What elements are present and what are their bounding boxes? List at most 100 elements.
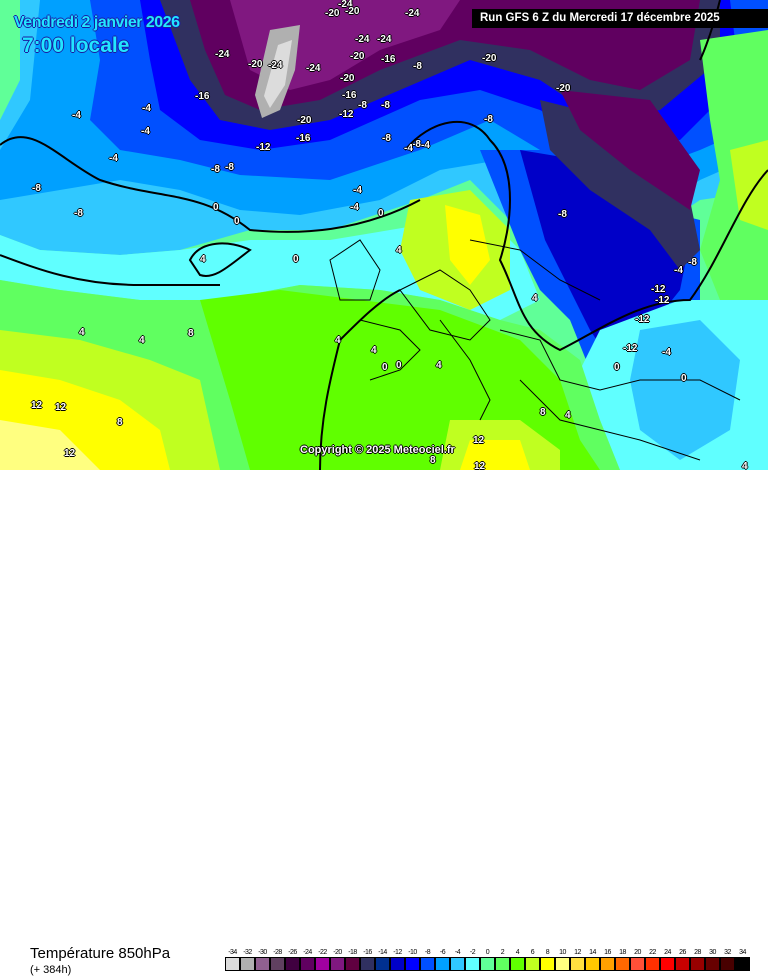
legend-label: -12 [393, 949, 402, 956]
legend-swatch [719, 957, 735, 971]
legend-label: -4 [454, 949, 461, 956]
legend-swatch [254, 957, 270, 971]
copyright-notice: Copyright © 2025 Meteociel.fr [300, 444, 455, 456]
legend-label: -22 [318, 949, 327, 956]
isotherm-label: -8 [358, 100, 367, 111]
legend-entry: 12 [569, 948, 585, 971]
legend-entry: 30 [704, 948, 720, 971]
legend-entry: -22 [314, 948, 330, 971]
isotherm-label: 12 [31, 400, 43, 411]
isotherm-label: 4 [742, 461, 748, 471]
legend-label: 8 [545, 949, 550, 956]
legend-entry: 0 [479, 948, 495, 971]
isotherm-label: -16 [342, 90, 357, 101]
legend-entry: -2 [464, 948, 480, 971]
legend-entry: 20 [629, 948, 645, 971]
legend-swatch [269, 957, 285, 971]
isotherm-label: -20 [297, 115, 312, 126]
legend-swatch [524, 957, 540, 971]
isotherm-label: -8 [688, 257, 697, 268]
legend-entry: 14 [584, 948, 600, 971]
forecast-time: 7:00 locale [22, 34, 130, 57]
isotherm-label: -24 [306, 63, 321, 74]
legend-entry: 26 [674, 948, 690, 971]
legend-label: -8 [424, 949, 431, 956]
legend-swatch [509, 957, 525, 971]
isotherm-label: -8 [413, 61, 422, 72]
isotherm-label: 8 [117, 417, 123, 428]
isotherm-label: -24 [377, 34, 392, 45]
isotherm-label: -24 [355, 34, 370, 45]
isotherm-label: -4 [353, 185, 362, 196]
isotherm-label: -4 [404, 143, 413, 154]
isotherm-label: -8 [412, 139, 421, 150]
legend-entry: -28 [269, 948, 285, 971]
legend-label: 30 [709, 949, 716, 956]
isotherm-label: -4 [350, 202, 359, 213]
legend-entry: -34 [224, 948, 240, 971]
isotherm-label: 4 [79, 327, 85, 338]
legend-swatch [674, 957, 690, 971]
isotherm-label: -8 [32, 183, 41, 194]
legend-label: 28 [694, 949, 701, 956]
isotherm-label: -12 [339, 109, 354, 120]
legend-label: 0 [485, 949, 490, 956]
legend-entry: 34 [734, 948, 750, 971]
legend-swatch [224, 957, 240, 971]
legend-label: -26 [288, 949, 297, 956]
legend-entry: -18 [344, 948, 360, 971]
isotherm-label: -12 [623, 343, 638, 354]
legend-entry: 6 [524, 948, 540, 971]
legend-swatch [539, 957, 555, 971]
legend-swatch [704, 957, 720, 971]
isotherm-label: -4 [142, 103, 151, 114]
legend-entry: -12 [389, 948, 405, 971]
legend-entry: 10 [554, 948, 570, 971]
legend-entry: -4 [449, 948, 465, 971]
isotherm-label: -20 [350, 51, 365, 62]
isotherm-label: -20 [482, 53, 497, 64]
legend-swatch [614, 957, 630, 971]
legend-swatch [404, 957, 420, 971]
legend-swatch [554, 957, 570, 971]
temperature-map: -24 -20 -20 -24 -24 -20 -24 -24 -24 -24 -20 -16 -8 -2… [0, 0, 768, 470]
legend-entry: -8 [419, 948, 435, 971]
legend-label: -18 [348, 949, 357, 956]
legend-entry: -26 [284, 948, 300, 971]
isotherm-label: -8 [211, 164, 220, 175]
isotherm-label: 8 [188, 328, 194, 339]
isotherm-label: -4 [141, 126, 150, 137]
legend-label: -34 [228, 949, 237, 956]
isotherm-label: 0 [382, 362, 388, 373]
legend-swatch [389, 957, 405, 971]
legend-label: -30 [258, 949, 267, 956]
legend-entry: -16 [359, 948, 375, 971]
isotherm-label: -4 [662, 347, 671, 358]
parameter-title: Température 850hPa [30, 945, 171, 962]
isotherm-label: 4 [139, 335, 145, 346]
isotherm-label: -16 [296, 133, 311, 144]
isotherm-label: -24 [215, 49, 230, 60]
legend-entry: 32 [719, 948, 735, 971]
isotherm-label: 4 [371, 345, 377, 356]
legend-label: -10 [408, 949, 417, 956]
isotherm-label: 12 [473, 435, 485, 446]
legend-label: 16 [604, 949, 611, 956]
isotherm-label: 4 [396, 245, 402, 256]
legend-swatch [299, 957, 315, 971]
legend-swatch [434, 957, 450, 971]
legend-swatch [629, 957, 645, 971]
legend-swatch [689, 957, 705, 971]
isotherm-label: -8 [225, 162, 234, 173]
legend-entry: 8 [539, 948, 555, 971]
isotherm-label: 4 [335, 335, 341, 346]
legend-label: 10 [559, 949, 566, 956]
legend-swatch [659, 957, 675, 971]
isotherm-label: 4 [436, 360, 442, 371]
legend-label: 4 [515, 949, 520, 956]
legend-label: -6 [439, 949, 446, 956]
legend-swatch [464, 957, 480, 971]
legend-swatch [239, 957, 255, 971]
isotherm-label: -20 [556, 83, 571, 94]
isotherm-label: 0 [378, 208, 384, 219]
